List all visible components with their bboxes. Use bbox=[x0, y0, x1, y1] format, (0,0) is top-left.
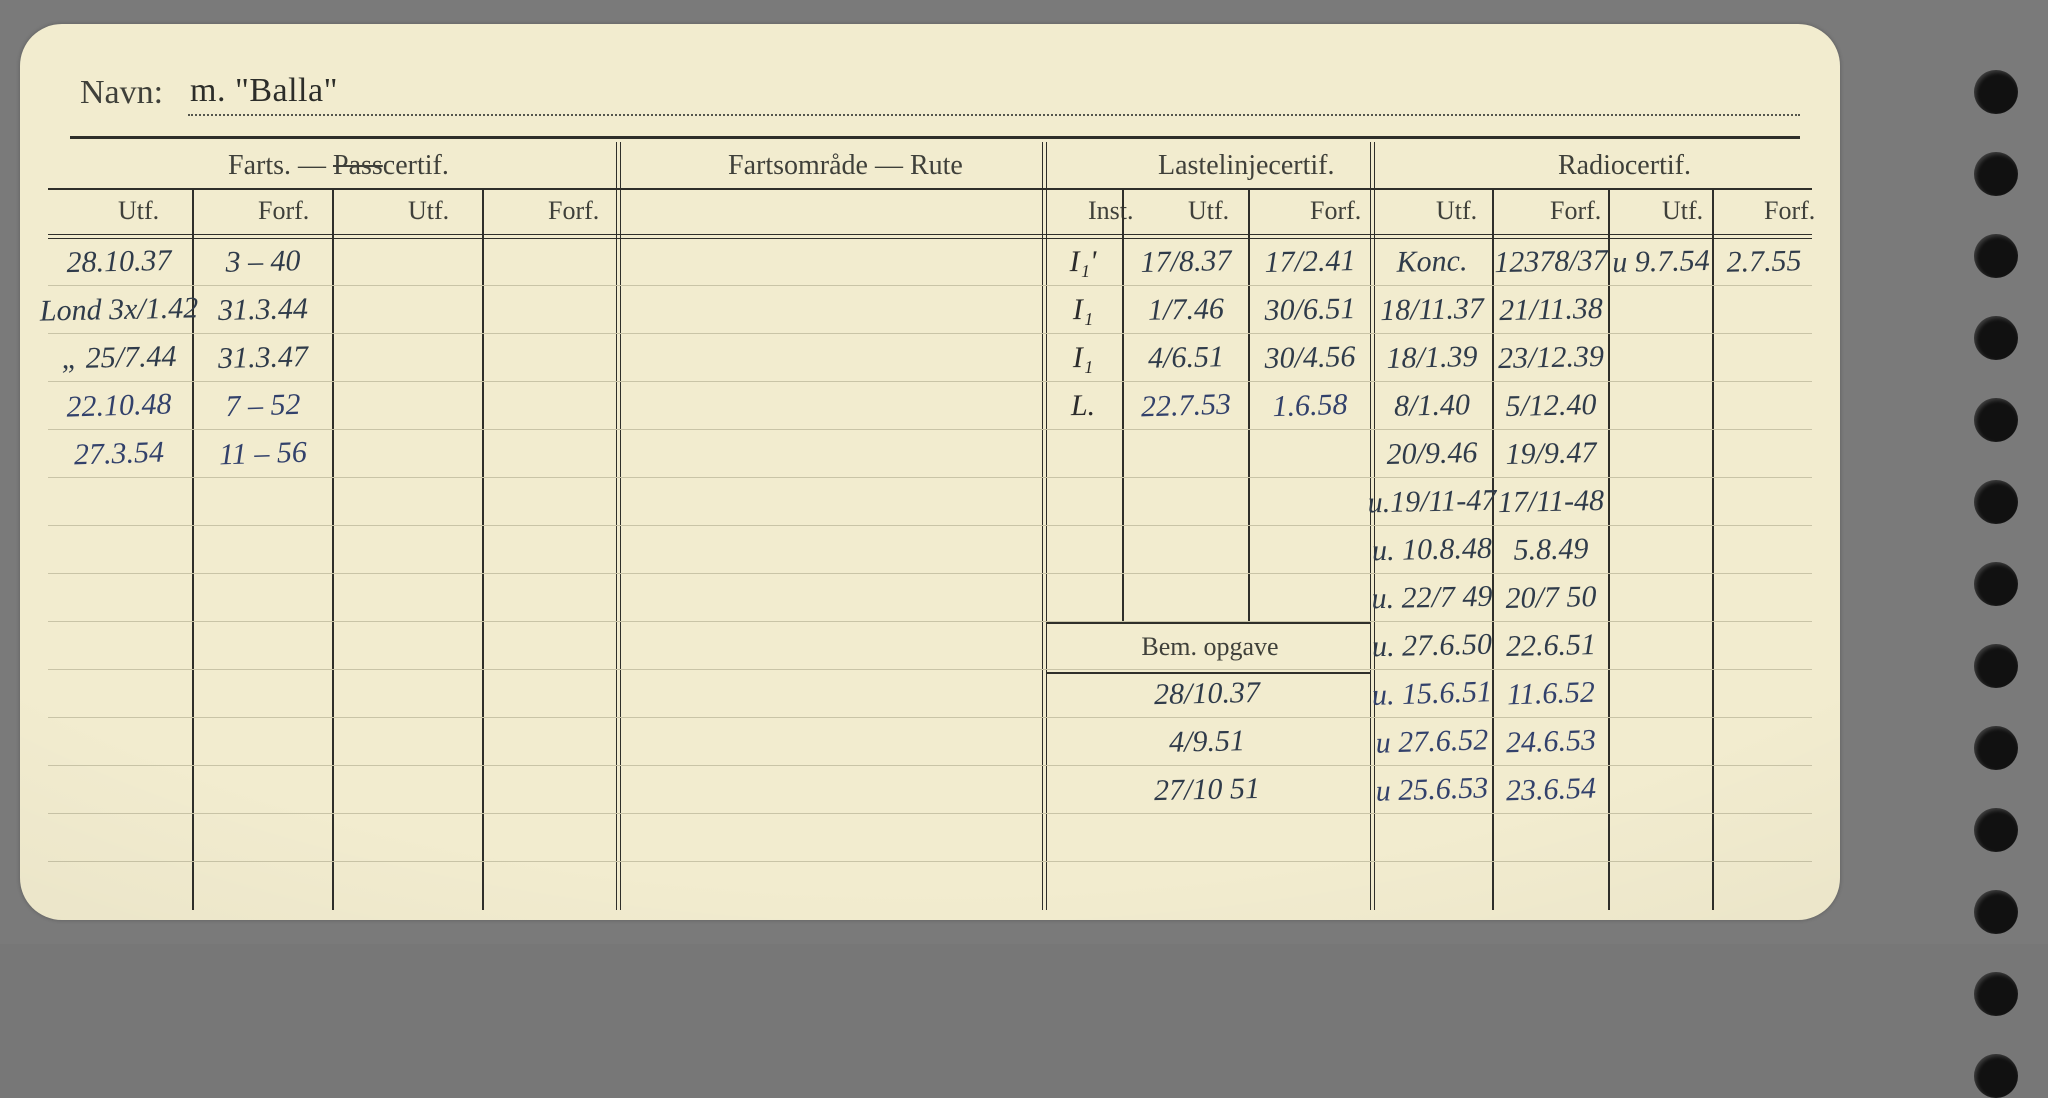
radio-utf1-cell: Konc. bbox=[1374, 237, 1491, 287]
farts-forf-cell: 11 – 56 bbox=[195, 428, 330, 480]
laste-utf-cell: 4/6.51 bbox=[1126, 333, 1247, 384]
radio-forf1-cell: 5.8.49 bbox=[1496, 525, 1607, 575]
col-farts-utf2: Utf. bbox=[408, 196, 449, 226]
radio-forf1-cell: 23.6.54 bbox=[1495, 764, 1606, 815]
col-farts-forf1: Forf. bbox=[258, 196, 309, 226]
col-farts-utf1: Utf. bbox=[118, 196, 159, 226]
radio-utf2-cell: u 9.7.54 bbox=[1612, 237, 1711, 287]
radio-utf1-cell: u. 22/7 49 bbox=[1374, 573, 1491, 623]
radio-forf1-cell: 23/12.39 bbox=[1496, 333, 1607, 383]
farts-forf-cell: 3 – 40 bbox=[196, 237, 331, 288]
bem-opgave-cell: 4/9.51 bbox=[1046, 715, 1369, 770]
punch-hole bbox=[1974, 70, 2018, 114]
farts-utf-cell: 22.10.48 bbox=[47, 380, 190, 432]
punch-hole bbox=[1974, 972, 2018, 1016]
laste-inst-cell: I₁' bbox=[1046, 238, 1120, 287]
section-farts-strike: Pass bbox=[333, 150, 383, 181]
farts-utf-cell: Lond 3x/1.42 bbox=[48, 285, 191, 336]
section-headers: Farts. — Passcertif. Fartsområde — Rute … bbox=[48, 142, 1812, 190]
column-headers: Utf. Forf. Utf. Forf. Inst. Utf. Forf. U… bbox=[48, 190, 1812, 236]
laste-forf-cell: 30/6.51 bbox=[1252, 285, 1369, 335]
navn-dotted-line bbox=[188, 114, 1800, 116]
table-row bbox=[48, 814, 1812, 862]
farts-forf-cell: 7 – 52 bbox=[195, 380, 330, 432]
section-farts: Farts. — Passcertif. bbox=[228, 150, 449, 182]
radio-forf1-cell: 5/12.40 bbox=[1496, 381, 1607, 431]
navn-row: Navn: m. "Balla" bbox=[70, 72, 1800, 126]
radio-utf1-cell: u. 10.8.48 bbox=[1374, 525, 1491, 575]
laste-forf-cell: 1.6.58 bbox=[1251, 380, 1368, 432]
col-laste-inst: Inst. bbox=[1088, 196, 1134, 226]
laste-inst-cell: I₁ bbox=[1046, 286, 1120, 335]
punch-hole bbox=[1974, 234, 2018, 278]
col-farts-forf2: Forf. bbox=[548, 196, 599, 226]
section-rute: Fartsområde — Rute bbox=[728, 150, 963, 182]
radio-forf2-cell: 2.7.55 bbox=[1716, 237, 1813, 287]
section-farts-text: Farts. — bbox=[228, 150, 333, 181]
laste-utf-cell: 22.7.53 bbox=[1125, 380, 1246, 432]
laste-forf-cell: 17/2.41 bbox=[1252, 237, 1369, 287]
radio-forf1-cell: 12378/37 bbox=[1496, 237, 1607, 287]
punch-hole bbox=[1974, 808, 2018, 852]
punch-hole bbox=[1974, 726, 2018, 770]
section-farts-suffix: certif. bbox=[383, 150, 449, 181]
farts-utf-cell: „ 25/7.44 bbox=[48, 333, 191, 384]
punch-hole bbox=[1974, 562, 2018, 606]
punch-hole bbox=[1974, 1054, 2018, 1098]
farts-forf-cell: 31.3.47 bbox=[196, 333, 331, 384]
page-background: Navn: m. "Balla" Farts. — Passcertif. Fa… bbox=[0, 0, 2048, 944]
radio-forf1-cell: 24.6.53 bbox=[1495, 716, 1606, 767]
col-radio-utf1: Utf. bbox=[1436, 196, 1477, 226]
navn-value: m. "Balla" bbox=[190, 72, 338, 110]
col-radio-utf2: Utf. bbox=[1662, 196, 1703, 226]
radio-forf1-cell: 21/11.38 bbox=[1496, 285, 1607, 335]
laste-utf-cell: 1/7.46 bbox=[1126, 285, 1247, 336]
punch-hole bbox=[1974, 890, 2018, 934]
radio-utf1-cell: u.19/11-47 bbox=[1374, 477, 1491, 527]
radio-utf1-cell: 18/1.39 bbox=[1374, 333, 1491, 383]
laste-forf-cell: 30/4.56 bbox=[1252, 333, 1369, 383]
radio-forf1-cell: 20/7 50 bbox=[1496, 573, 1607, 623]
laste-inst-cell: I₁ bbox=[1046, 334, 1120, 383]
laste-inst-cell: L. bbox=[1046, 382, 1120, 431]
navn-label: Navn: bbox=[80, 74, 163, 112]
punch-hole bbox=[1974, 152, 2018, 196]
section-radio: Radiocertif. bbox=[1558, 150, 1691, 182]
record-card: Navn: m. "Balla" Farts. — Passcertif. Fa… bbox=[20, 24, 1840, 920]
bem-opgave-cell: 27/10 51 bbox=[1046, 763, 1369, 818]
radio-forf1-cell: 11.6.52 bbox=[1495, 668, 1606, 719]
laste-utf-cell: 17/8.37 bbox=[1126, 237, 1247, 288]
col-laste-forf: Forf. bbox=[1310, 196, 1361, 226]
navn-underline bbox=[70, 136, 1800, 139]
radio-utf1-cell: 8/1.40 bbox=[1374, 381, 1491, 431]
bem-opgave-cell: 28/10.37 bbox=[1046, 667, 1369, 722]
radio-utf1-cell: u 25.6.53 bbox=[1373, 764, 1490, 816]
punch-hole bbox=[1974, 644, 2018, 688]
radio-forf1-cell: 17/11-48 bbox=[1496, 477, 1607, 527]
radio-utf1-cell: u 27.6.52 bbox=[1373, 716, 1490, 768]
col-radio-forf1: Forf. bbox=[1550, 196, 1601, 226]
radio-utf1-cell: u. 15.6.51 bbox=[1373, 668, 1490, 720]
farts-utf-cell: 27.3.54 bbox=[47, 428, 190, 480]
punch-hole bbox=[1974, 398, 2018, 442]
radio-forf1-cell: 19/9.47 bbox=[1496, 429, 1607, 479]
farts-utf-cell: 28.10.37 bbox=[48, 237, 191, 288]
farts-forf-cell: 31.3.44 bbox=[196, 285, 331, 336]
radio-forf1-cell: 22.6.51 bbox=[1496, 621, 1607, 671]
punch-hole bbox=[1974, 316, 2018, 360]
radio-utf1-cell: u. 27.6.50 bbox=[1374, 621, 1491, 671]
section-laste: Lastelinjecertif. bbox=[1158, 150, 1334, 182]
col-laste-utf: Utf. bbox=[1188, 196, 1229, 226]
radio-utf1-cell: 20/9.46 bbox=[1374, 429, 1491, 479]
punch-hole bbox=[1974, 480, 2018, 524]
radio-utf1-cell: 18/11.37 bbox=[1374, 285, 1491, 335]
col-radio-forf2: Forf. bbox=[1764, 196, 1815, 226]
